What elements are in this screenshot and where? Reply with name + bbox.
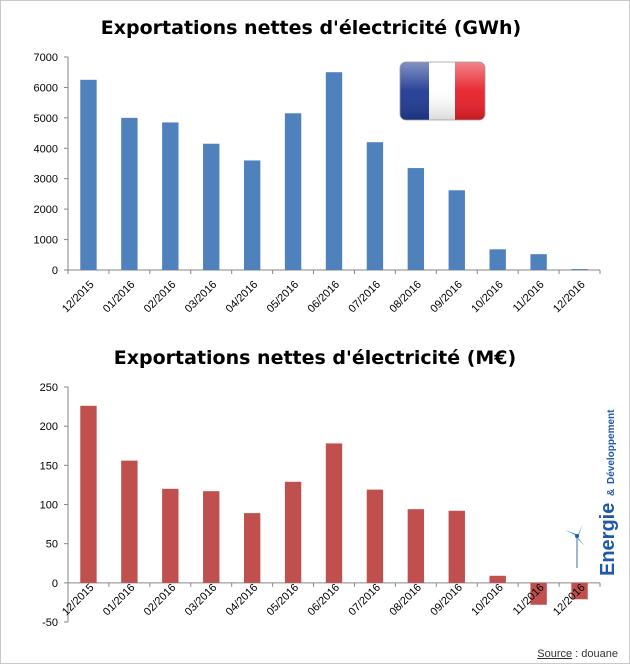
x-tick-label: 08/2016 xyxy=(387,582,424,619)
bar-08/2016 xyxy=(407,168,425,270)
y-tick-label: 7000 xyxy=(34,52,58,64)
x-tick-label: 12/2016 xyxy=(551,279,588,316)
x-tick-label: 12/2015 xyxy=(60,582,97,619)
bar-06/2016 xyxy=(325,72,343,270)
y-tick-label: 250 xyxy=(40,382,58,394)
bar-06/2016 xyxy=(325,443,343,583)
bar-12/2015 xyxy=(80,405,97,583)
x-tick-label: 10/2016 xyxy=(469,582,506,619)
x-tick-label: 08/2016 xyxy=(387,279,424,316)
bar-09/2016 xyxy=(448,510,465,583)
x-tick-label: 04/2016 xyxy=(224,279,261,316)
bar-03/2016 xyxy=(203,491,220,583)
france-flag-icon xyxy=(399,61,486,121)
x-tick-label: 12/2016 xyxy=(551,582,588,619)
source-value: douane xyxy=(581,648,618,660)
bar-02/2016 xyxy=(162,122,179,271)
x-tick-label: 10/2016 xyxy=(469,279,506,316)
brand-subtitle: Développement xyxy=(606,409,617,484)
x-tick-label: 06/2016 xyxy=(306,582,343,619)
brand-connector: & xyxy=(606,489,617,496)
x-tick-label: 06/2016 xyxy=(306,279,343,316)
bar-11/2016 xyxy=(530,582,547,605)
bar-05/2016 xyxy=(284,481,302,583)
bar-05/2016 xyxy=(284,113,302,271)
bar-01/2016 xyxy=(121,460,138,583)
x-tick-label: 01/2016 xyxy=(101,582,138,619)
x-tick-label: 01/2016 xyxy=(101,279,138,316)
x-tick-label: 12/2015 xyxy=(60,279,97,316)
y-tick-label: 150 xyxy=(40,460,58,472)
source-note: Source : douane xyxy=(537,648,618,660)
y-tick-label: -50 xyxy=(42,617,58,629)
bar-09/2016 xyxy=(448,190,465,270)
y-tick-label: 3000 xyxy=(34,174,58,186)
x-tick-label: 02/2016 xyxy=(142,582,179,619)
bar-10/2016 xyxy=(489,249,506,270)
bar-04/2016 xyxy=(243,513,261,583)
x-tick-label: 09/2016 xyxy=(428,279,465,316)
x-tick-label: 11/2016 xyxy=(511,279,547,315)
bar-07/2016 xyxy=(366,142,384,270)
x-tick-label: 03/2016 xyxy=(183,279,220,316)
bar-12/2016 xyxy=(571,269,588,270)
x-tick-label: 09/2016 xyxy=(428,582,465,619)
source-label: Source xyxy=(537,648,573,660)
chart-title-gwh: Exportations nettes d'électricité (GWh) xyxy=(101,17,521,39)
x-tick-label: 05/2016 xyxy=(265,279,302,316)
source-separator: : xyxy=(572,648,582,660)
bar-12/2016 xyxy=(571,582,588,600)
bar-10/2016 xyxy=(489,575,506,583)
brand-logo: Energie & Développement xyxy=(586,380,626,580)
y-tick-label: 5000 xyxy=(34,113,58,125)
y-tick-label: 2000 xyxy=(34,204,58,216)
bar-12/2015 xyxy=(80,79,97,270)
brand-name: Energie xyxy=(597,503,619,576)
bar-07/2016 xyxy=(366,489,384,583)
y-tick-label: 200 xyxy=(40,421,58,433)
x-tick-label: 02/2016 xyxy=(142,279,179,316)
bar-08/2016 xyxy=(407,509,425,583)
bar-01/2016 xyxy=(121,117,138,270)
y-tick-label: 0 xyxy=(52,265,58,277)
y-tick-label: 6000 xyxy=(34,82,58,94)
x-tick-label: 07/2016 xyxy=(346,279,383,316)
y-tick-label: 0 xyxy=(52,578,58,590)
bar-02/2016 xyxy=(162,488,179,583)
x-tick-label: 05/2016 xyxy=(265,582,302,619)
bar-03/2016 xyxy=(203,143,220,270)
y-tick-label: 50 xyxy=(46,539,58,551)
chart-title-meur: Exportations nettes d'électricité (M€) xyxy=(114,347,516,369)
y-tick-label: 100 xyxy=(40,500,58,512)
bar-11/2016 xyxy=(530,254,547,270)
x-tick-label: 04/2016 xyxy=(224,582,261,619)
x-tick-label: 07/2016 xyxy=(346,582,383,619)
y-tick-label: 1000 xyxy=(34,235,58,247)
x-tick-label: 03/2016 xyxy=(183,582,220,619)
bar-04/2016 xyxy=(243,160,261,270)
y-tick-label: 4000 xyxy=(34,143,58,155)
